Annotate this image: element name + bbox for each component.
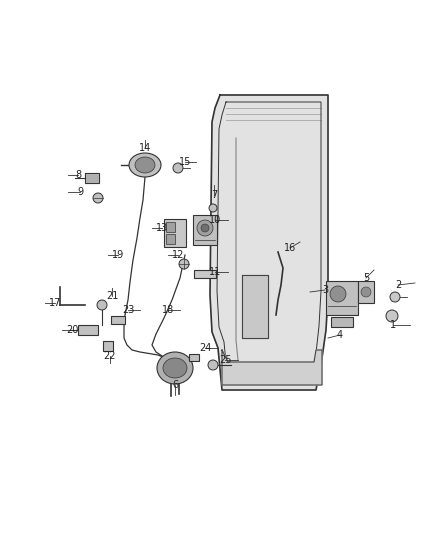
Text: 9: 9 bbox=[77, 187, 83, 197]
Circle shape bbox=[208, 360, 218, 370]
Text: 7: 7 bbox=[211, 190, 217, 200]
Bar bbox=[166, 222, 175, 232]
Bar bbox=[103, 341, 113, 351]
Bar bbox=[326, 281, 358, 315]
Bar bbox=[111, 316, 125, 324]
Bar bbox=[189, 353, 199, 360]
Text: 13: 13 bbox=[156, 223, 168, 233]
Text: 21: 21 bbox=[106, 291, 118, 301]
Text: 11: 11 bbox=[209, 267, 221, 277]
Circle shape bbox=[179, 259, 189, 269]
Text: 15: 15 bbox=[179, 157, 191, 167]
Text: 2: 2 bbox=[395, 280, 401, 290]
Text: 16: 16 bbox=[284, 243, 296, 253]
Circle shape bbox=[386, 310, 398, 322]
Text: 8: 8 bbox=[75, 170, 81, 180]
Bar bbox=[164, 219, 186, 247]
Bar bbox=[331, 317, 353, 327]
Ellipse shape bbox=[163, 358, 187, 378]
Polygon shape bbox=[222, 350, 322, 385]
Text: 14: 14 bbox=[139, 143, 151, 153]
Ellipse shape bbox=[157, 352, 193, 384]
Ellipse shape bbox=[129, 153, 161, 177]
Text: 25: 25 bbox=[219, 355, 231, 365]
Text: 3: 3 bbox=[322, 285, 328, 295]
Ellipse shape bbox=[135, 157, 155, 173]
Text: 23: 23 bbox=[122, 305, 134, 315]
Circle shape bbox=[201, 224, 209, 232]
Text: 6: 6 bbox=[172, 380, 178, 390]
Text: 4: 4 bbox=[337, 330, 343, 340]
Text: 18: 18 bbox=[162, 305, 174, 315]
Bar bbox=[78, 325, 98, 335]
Bar bbox=[358, 281, 374, 303]
Bar bbox=[194, 270, 216, 278]
Bar bbox=[193, 215, 217, 245]
Circle shape bbox=[97, 300, 107, 310]
Circle shape bbox=[93, 193, 103, 203]
Circle shape bbox=[197, 220, 213, 236]
Text: 20: 20 bbox=[66, 325, 78, 335]
Text: 22: 22 bbox=[104, 351, 116, 361]
Circle shape bbox=[330, 286, 346, 302]
Text: 5: 5 bbox=[363, 273, 369, 283]
Polygon shape bbox=[242, 275, 268, 338]
Text: 24: 24 bbox=[199, 343, 211, 353]
Circle shape bbox=[209, 204, 217, 212]
Bar bbox=[166, 234, 175, 244]
Circle shape bbox=[361, 287, 371, 297]
Text: 10: 10 bbox=[209, 215, 221, 225]
Circle shape bbox=[390, 292, 400, 302]
Text: 12: 12 bbox=[172, 250, 184, 260]
Text: 17: 17 bbox=[49, 298, 61, 308]
Text: 1: 1 bbox=[390, 320, 396, 330]
Polygon shape bbox=[85, 173, 99, 183]
Polygon shape bbox=[210, 95, 328, 390]
Text: 19: 19 bbox=[112, 250, 124, 260]
Circle shape bbox=[173, 163, 183, 173]
